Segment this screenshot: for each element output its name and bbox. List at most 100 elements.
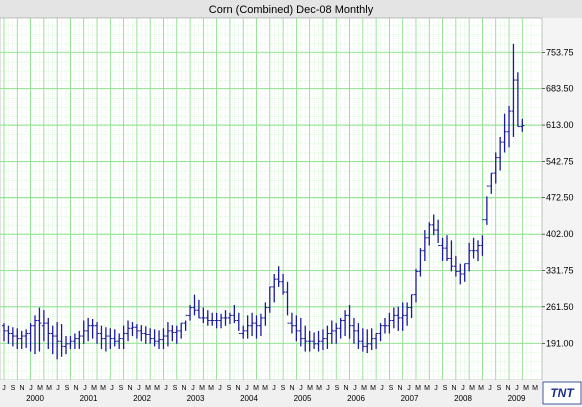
ohlc-bar bbox=[174, 325, 179, 344]
ohlc-bar bbox=[298, 317, 303, 347]
y-axis: 753.75 683.50 613.00 542.75 472.50 402.00 331.… bbox=[542, 47, 574, 348]
ohlc-bar bbox=[440, 237, 445, 262]
ohlc-bar bbox=[382, 317, 387, 334]
ohlc-bar bbox=[458, 263, 463, 285]
x-month-label: S bbox=[173, 385, 178, 392]
ohlc-bar bbox=[143, 326, 148, 344]
ohlc-bar bbox=[267, 286, 272, 313]
ohlc-bar bbox=[325, 325, 330, 349]
x-month-label: S bbox=[281, 385, 286, 392]
ohlc-bar bbox=[205, 310, 210, 326]
svg-text:TNT: TNT bbox=[550, 386, 575, 400]
x-month-label: M bbox=[478, 385, 484, 392]
y-tick-label: 402.00 bbox=[546, 229, 574, 239]
x-month-label: S bbox=[119, 385, 124, 392]
ohlc-bar bbox=[387, 312, 392, 334]
ohlc-bar bbox=[391, 307, 396, 329]
x-year-label: 2008 bbox=[454, 394, 472, 403]
x-month-label: J bbox=[353, 385, 357, 392]
ohlc-bar bbox=[41, 310, 46, 342]
ohlc-bar bbox=[294, 315, 299, 342]
ohlc-bar bbox=[50, 325, 55, 355]
ohlc-bar bbox=[219, 313, 224, 329]
ohlc-bar bbox=[139, 325, 144, 342]
title-bar bbox=[0, 0, 582, 18]
ohlc-bar bbox=[418, 248, 423, 277]
ohlc-bar bbox=[476, 240, 481, 262]
ohlc-bar bbox=[99, 325, 104, 349]
ohlc-bar bbox=[409, 294, 414, 318]
x-month-label: J bbox=[164, 385, 168, 392]
grid bbox=[0, 18, 542, 381]
ohlc-bar bbox=[33, 315, 38, 355]
ohlc-bar bbox=[436, 219, 441, 247]
ohlc-bar bbox=[431, 214, 436, 236]
x-month-label: J bbox=[110, 385, 114, 392]
ohlc-bar bbox=[320, 329, 325, 351]
x-month-label: N bbox=[19, 385, 24, 392]
tnt-logo: TNT bbox=[542, 381, 582, 405]
x-month-label: M bbox=[469, 385, 475, 392]
ohlc-bar bbox=[117, 333, 122, 349]
y-tick-label: 331.75 bbox=[546, 265, 574, 275]
ohlc-bar bbox=[179, 322, 184, 339]
x-month-label: M bbox=[37, 385, 43, 392]
x-month-label: M bbox=[424, 385, 430, 392]
x-month-label: J bbox=[299, 385, 303, 392]
x-month-label: J bbox=[245, 385, 249, 392]
ohlc-bar bbox=[347, 305, 352, 339]
ohlc-bar bbox=[134, 324, 139, 339]
ohlc-bar bbox=[511, 43, 516, 137]
ohlc-bar bbox=[303, 325, 308, 352]
x-month-label: M bbox=[415, 385, 421, 392]
ohlc-bar bbox=[374, 332, 379, 349]
ohlc-bar bbox=[515, 72, 520, 128]
ohlc-bar bbox=[192, 294, 197, 316]
x-year-label: 2009 bbox=[508, 394, 526, 403]
ohlc-bar bbox=[112, 329, 117, 347]
ohlc-bar bbox=[462, 263, 467, 282]
ohlc-bar bbox=[152, 329, 157, 347]
x-month-label: M bbox=[532, 385, 538, 392]
x-month-label: N bbox=[235, 385, 240, 392]
x-month-label: N bbox=[397, 385, 402, 392]
x-month-label: M bbox=[316, 385, 322, 392]
y-tick-label: 542.75 bbox=[546, 156, 574, 166]
ohlc-bar bbox=[95, 322, 100, 344]
ohlc-bar bbox=[86, 317, 91, 342]
ohlc-bar bbox=[281, 273, 286, 295]
ohlc-bar bbox=[276, 266, 281, 287]
ohlc-bar bbox=[210, 312, 215, 326]
x-month-label: N bbox=[289, 385, 294, 392]
x-month-label: J bbox=[83, 385, 87, 392]
x-month-label: M bbox=[199, 385, 205, 392]
ohlc-bar bbox=[46, 317, 51, 349]
ohlc-bar bbox=[165, 322, 170, 347]
x-month-label: M bbox=[46, 385, 52, 392]
x-month-label: N bbox=[451, 385, 456, 392]
ohlc-bar bbox=[405, 302, 410, 326]
x-month-label: S bbox=[335, 385, 340, 392]
x-month-label: J bbox=[461, 385, 465, 392]
ohlc-bar bbox=[236, 312, 241, 334]
ohlc-bar bbox=[263, 302, 268, 326]
x-month-label: M bbox=[100, 385, 106, 392]
x-year-label: 2005 bbox=[294, 394, 312, 403]
ohlc-bar bbox=[356, 323, 361, 349]
ohlc-bar bbox=[285, 281, 290, 324]
x-month-label: J bbox=[191, 385, 195, 392]
x-month-label: M bbox=[208, 385, 214, 392]
ohlc-bar bbox=[334, 323, 339, 344]
ohlc-bar bbox=[24, 329, 29, 348]
ohlc-bar bbox=[343, 310, 348, 337]
x-year-label: 2003 bbox=[187, 394, 205, 403]
ohlc-bar bbox=[68, 336, 73, 349]
ohlc-bar bbox=[498, 136, 503, 171]
ohlc-bar bbox=[188, 305, 193, 321]
x-axis-years: 2000 2001 2002 2003 2004 2005 2006 2007 2008 2009 bbox=[26, 394, 526, 403]
x-month-label: M bbox=[154, 385, 160, 392]
ohlc-bar bbox=[170, 325, 175, 342]
ohlc-bar bbox=[272, 273, 277, 303]
